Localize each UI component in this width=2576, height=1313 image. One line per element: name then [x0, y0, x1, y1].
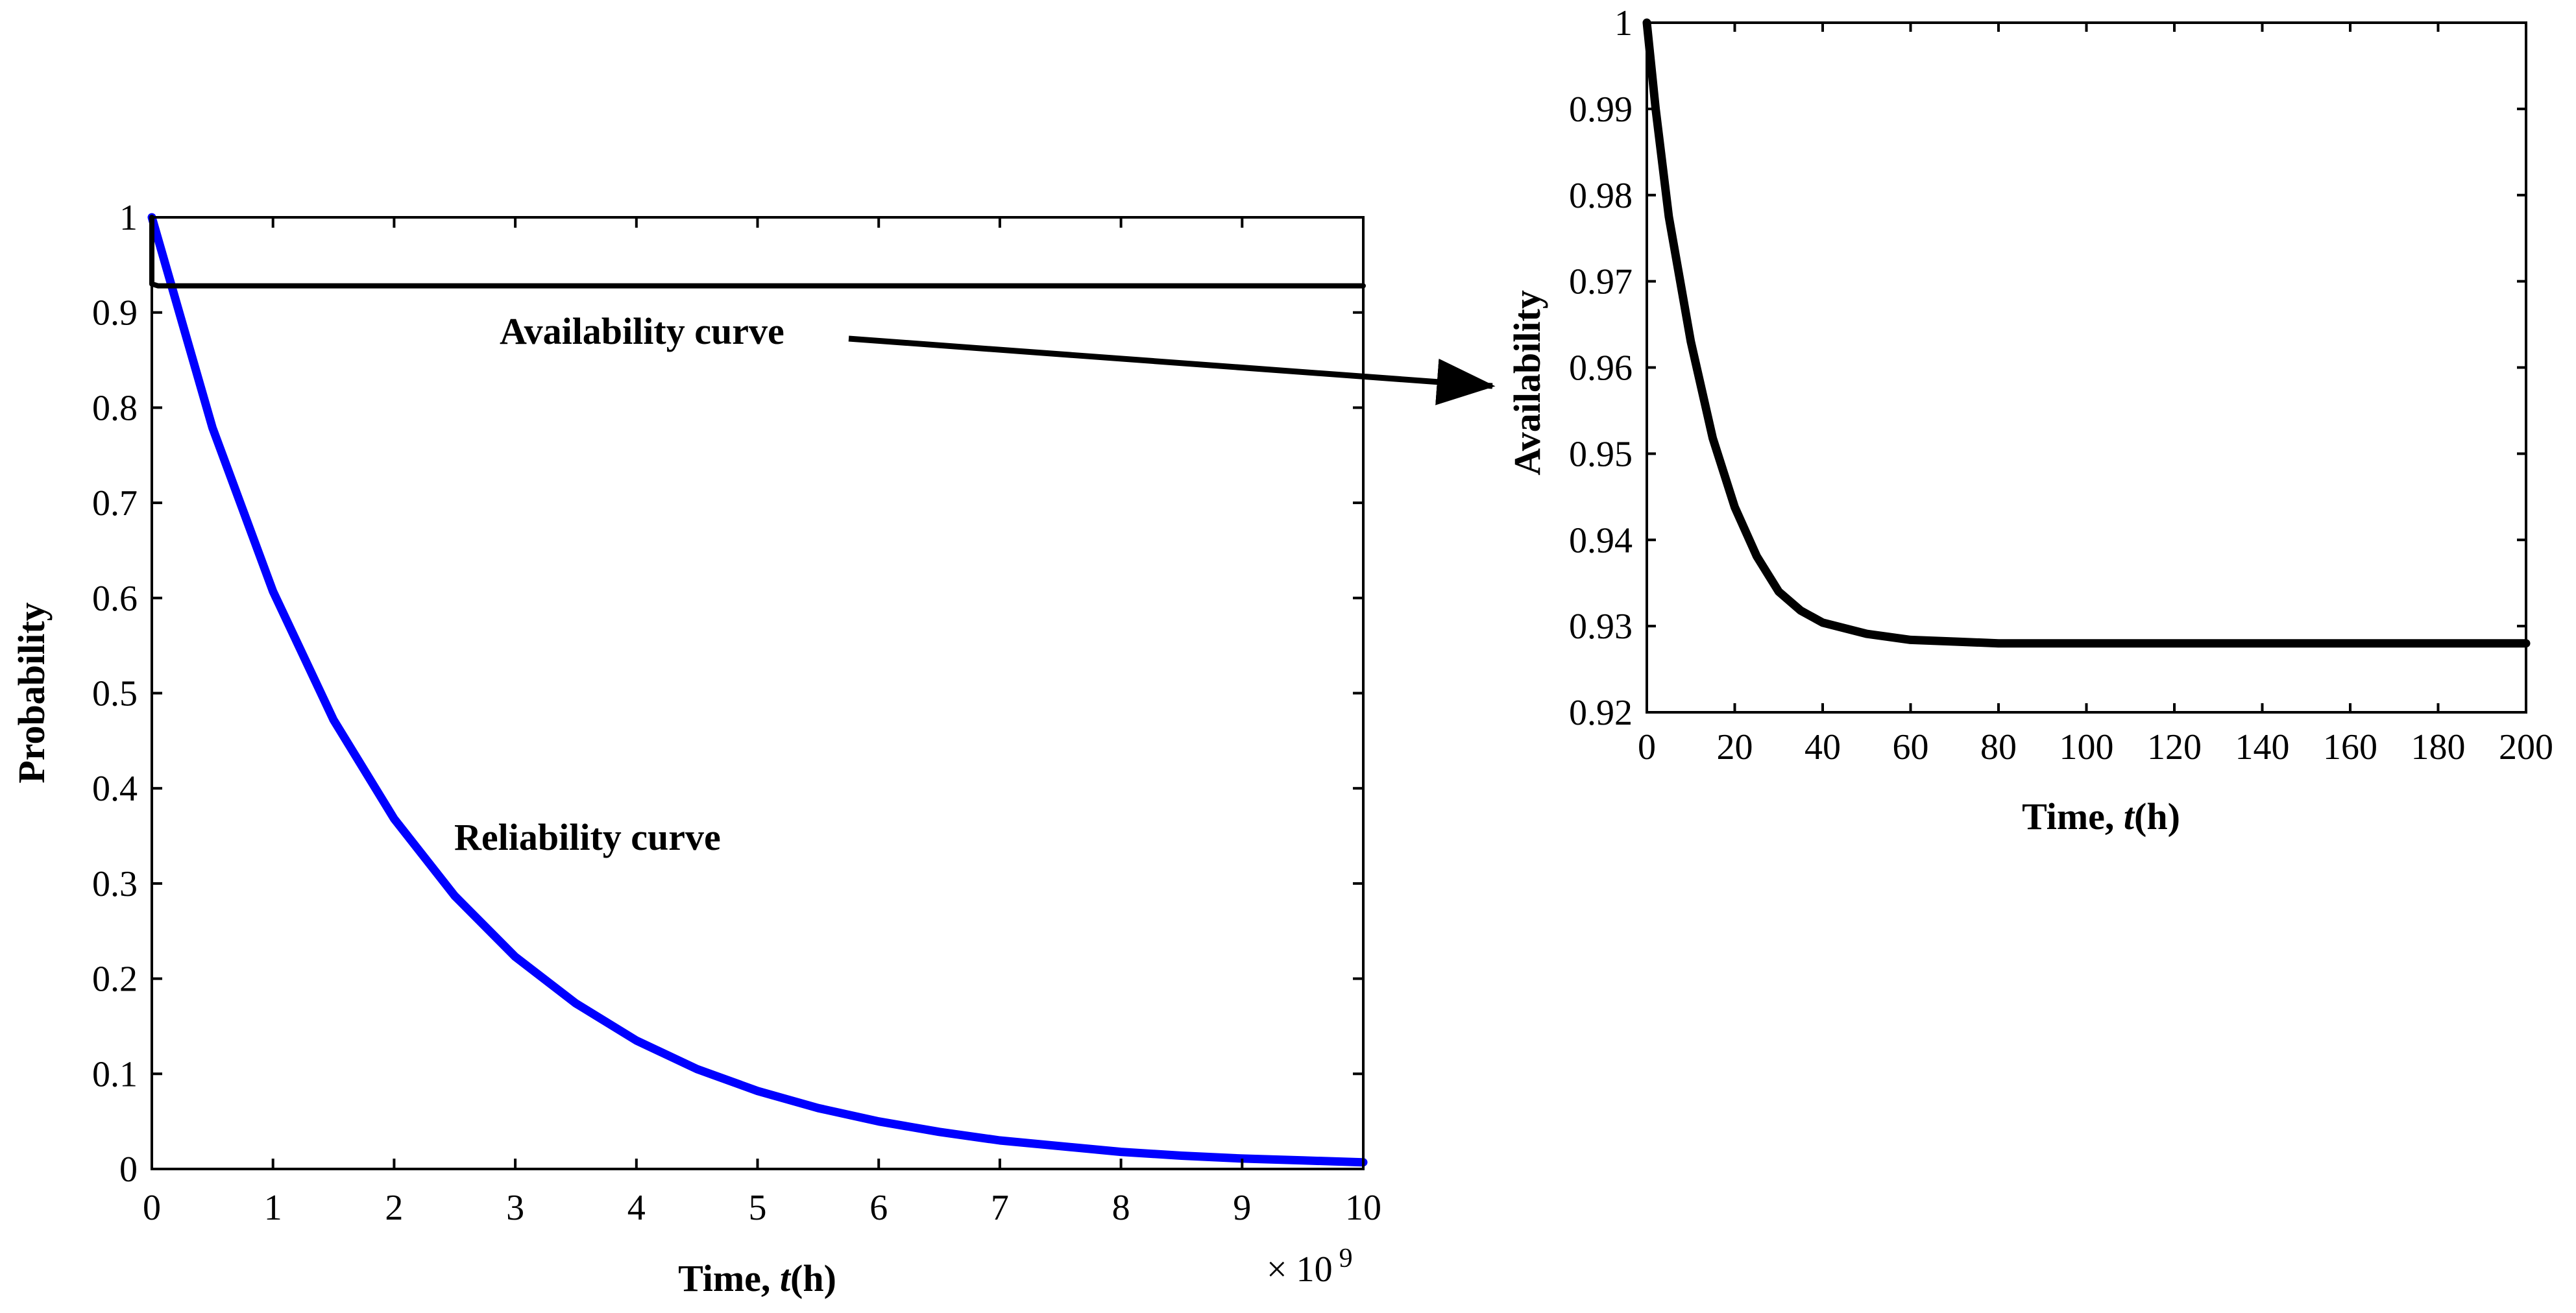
zoom-y-tick-label: 0.96 — [1569, 348, 1633, 389]
zoom-y-tick-label: 0.93 — [1569, 607, 1633, 647]
zoom-x-tick-label: 100 — [2060, 727, 2114, 767]
main-x-tick-label: 10 — [1345, 1188, 1381, 1228]
main-y-tick-label: 0.2 — [92, 959, 138, 1000]
zoom-x-tick-label: 40 — [1804, 727, 1841, 767]
reliability-curve-annotation: Reliability curve — [454, 816, 721, 858]
main-y-tick-label: 0.6 — [92, 579, 138, 619]
availability-curve-annotation: Availability curve — [500, 310, 784, 352]
zoom-pointer-arrow — [848, 335, 1496, 405]
zoom-y-tick-label: 1 — [1614, 3, 1633, 43]
main-x-tick-label: 8 — [1112, 1188, 1130, 1228]
main-series-reliability-curve — [147, 213, 1368, 1167]
zoom-axes-frame — [1646, 21, 2527, 714]
zoom-x-tick-label: 140 — [2235, 727, 2290, 767]
main-y-tick-label: 0.3 — [92, 864, 138, 904]
zoom-plot-area — [1642, 18, 2531, 648]
zoom-chart: 0 20 40 60 80 100 120 140 160 180 200 0.92 0.93 0.94… — [1506, 3, 2553, 837]
zoom-y-tick-label: 0.95 — [1569, 434, 1633, 474]
zoom-x-axis-label: Time, t(h) — [2022, 795, 2180, 837]
zoom-y-tick-labels: 0.92 0.93 0.94 0.95 0.96 0.97 0.98 0.99 1 — [1569, 3, 1633, 733]
main-x-tick-label: 6 — [869, 1188, 888, 1228]
zoom-series-availability — [1642, 18, 2531, 648]
zoom-y-tick-label: 0.98 — [1569, 176, 1633, 216]
main-x-tick-label: 5 — [749, 1188, 767, 1228]
zoom-y-tick-label: 0.92 — [1569, 693, 1633, 733]
zoom-x-tick-label: 200 — [2499, 727, 2553, 767]
main-plot-area — [147, 213, 1368, 1167]
main-x-tick-label: 4 — [627, 1188, 646, 1228]
main-x-multiplier: × 10 9 — [1267, 1244, 1353, 1290]
main-tick-marks — [151, 216, 1365, 1170]
main-y-tick-label: 0.5 — [92, 674, 138, 714]
zoom-x-tick-labels: 0 20 40 60 80 100 120 140 160 180 200 — [1638, 727, 2553, 767]
main-y-tick-label: 0.7 — [92, 483, 138, 524]
zoom-x-tick-label: 120 — [2147, 727, 2202, 767]
zoom-y-tick-label: 0.97 — [1569, 262, 1633, 302]
main-y-tick-label: 0.9 — [92, 293, 138, 333]
main-axes-frame — [151, 216, 1365, 1170]
main-y-tick-label: 0.8 — [92, 388, 138, 428]
zoom-x-tick-label: 0 — [1638, 727, 1656, 767]
main-x-tick-labels: 0 1 2 3 4 5 6 7 8 9 10 — [143, 1188, 1381, 1228]
main-x-tick-label: 1 — [264, 1188, 282, 1228]
zoom-x-tick-label: 160 — [2323, 727, 2377, 767]
zoom-x-tick-label: 80 — [1980, 727, 2017, 767]
main-x-tick-label: 2 — [385, 1188, 403, 1228]
main-y-tick-labels: 0 0.1 0.2 0.3 0.4 0.5 0.6 0.7 0.8 0.9 1 — [92, 198, 138, 1190]
zoom-y-tick-label: 0.99 — [1569, 90, 1633, 130]
zoom-y-axis-label: Availability — [1506, 290, 1548, 476]
zoom-y-tick-label: 0.94 — [1569, 520, 1633, 560]
main-x-tick-label: 9 — [1233, 1188, 1251, 1228]
main-x-axis-label: Time, t(h) — [678, 1257, 836, 1299]
main-x-tick-label: 0 — [143, 1188, 161, 1228]
main-x-tick-label: 3 — [506, 1188, 524, 1228]
main-y-tick-label: 0 — [119, 1150, 138, 1190]
zoom-x-tick-label: 60 — [1893, 727, 1929, 767]
zoom-x-tick-label: 20 — [1717, 727, 1753, 767]
zoom-x-tick-label: 180 — [2411, 727, 2466, 767]
main-x-tick-label: 7 — [991, 1188, 1009, 1228]
zoom-tick-marks — [1646, 21, 2527, 714]
main-y-tick-label: 0.1 — [92, 1054, 138, 1094]
main-y-tick-label: 1 — [119, 198, 138, 238]
main-chart: 0 1 2 3 4 5 6 7 8 9 10 0 0.1 0.2 0.3 0.4 0.5 0.6 0.7 0.8 0.… — [10, 198, 1381, 1299]
main-y-axis-label: Probability — [10, 602, 53, 783]
main-y-tick-label: 0.4 — [92, 769, 138, 809]
